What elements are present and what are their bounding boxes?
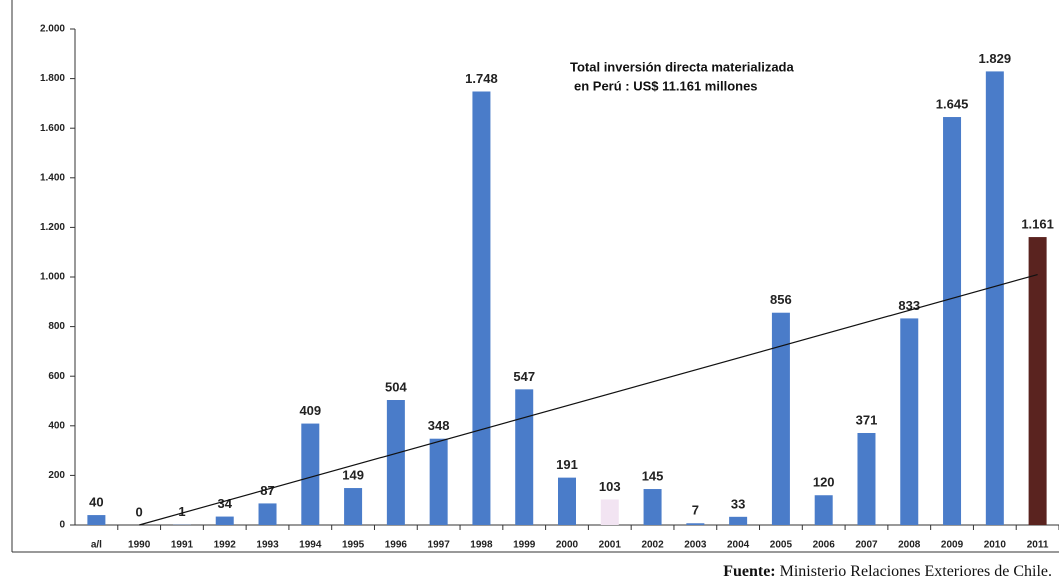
value-label: 371 [856, 412, 878, 427]
x-tick-label: 2008 [898, 540, 921, 551]
value-label: 1.645 [936, 96, 969, 111]
bar [857, 432, 876, 525]
bar [215, 516, 234, 525]
bar [729, 516, 748, 525]
value-label: 1.829 [979, 51, 1012, 66]
source: Fuente: Ministerio Relaciones Exteriores… [723, 563, 1052, 580]
x-tick-label: 1991 [171, 540, 194, 551]
value-label: 149 [342, 467, 364, 482]
trend-line [139, 273, 1038, 526]
y-tick-label: 1.600 [40, 123, 65, 134]
x-tick-label: 2003 [684, 540, 707, 551]
y-tick-label: 600 [48, 371, 65, 382]
bar [558, 477, 576, 525]
value-label: 40 [89, 495, 103, 510]
x-tick-label: 2004 [727, 540, 750, 551]
value-label: 191 [556, 457, 578, 472]
y-tick-label: 200 [48, 470, 65, 481]
y-tick-label: 800 [48, 321, 65, 332]
x-tick-label: 2011 [1027, 540, 1049, 551]
value-label: 409 [299, 403, 321, 418]
value-label: 504 [385, 379, 407, 394]
x-tick-label: 1993 [256, 540, 279, 551]
bar [301, 423, 320, 525]
bar [814, 495, 833, 525]
value-label: 0 [136, 504, 143, 519]
bar [386, 400, 405, 525]
bar [515, 389, 534, 525]
annotation: Total inversión directa materializada [570, 59, 794, 74]
bar [344, 488, 363, 525]
bar [686, 523, 705, 525]
x-tick-label: 2005 [770, 540, 793, 551]
x-tick-label: 2009 [941, 540, 964, 551]
y-tick-label: 1.400 [40, 172, 65, 183]
value-label: 120 [813, 475, 835, 490]
x-tick-label: 1998 [470, 540, 493, 551]
value-label: 33 [731, 496, 745, 511]
x-tick-label: 2000 [556, 540, 579, 551]
bar [600, 499, 619, 525]
x-tick-label: 2010 [984, 540, 1007, 551]
bar [900, 318, 919, 525]
source-text: Ministerio Relaciones Exteriores de Chil… [780, 563, 1052, 580]
y-tick-label: 1.800 [40, 73, 65, 84]
bar [943, 117, 962, 525]
value-label: 103 [599, 479, 621, 494]
value-label: 7 [692, 503, 699, 518]
bar [87, 515, 106, 525]
x-tick-label: 2006 [813, 540, 836, 551]
bar [643, 489, 662, 525]
bar [985, 71, 1004, 526]
value-label: 34 [218, 496, 233, 511]
bar [429, 438, 448, 525]
x-tick-label: a/l [91, 540, 102, 551]
x-tick-label: 1992 [214, 540, 237, 551]
annotation: en Perú : US$ 11.161 millones [574, 78, 758, 93]
x-tick-label: 1999 [513, 540, 536, 551]
x-tick-label: 1996 [385, 540, 408, 551]
y-tick-label: 400 [48, 420, 65, 431]
x-tick-label: 2001 [599, 540, 622, 551]
bar [771, 312, 790, 525]
value-label: 145 [642, 468, 664, 483]
x-tick-label: 2007 [855, 540, 878, 551]
y-tick-label: 1.000 [40, 272, 65, 283]
bar [472, 91, 491, 525]
y-tick-label: 2.000 [40, 24, 65, 35]
source-label: Fuente: [723, 563, 775, 580]
x-tick-label: 1997 [428, 540, 451, 551]
x-tick-label: 1995 [342, 540, 365, 551]
value-label: 856 [770, 292, 792, 307]
value-label: 348 [428, 418, 450, 433]
x-tick-label: 2002 [641, 540, 664, 551]
value-label: 87 [260, 483, 274, 498]
value-label: 547 [513, 369, 535, 384]
value-label: 1.748 [465, 71, 498, 86]
y-tick-label: 0 [59, 520, 65, 531]
value-label: 1 [178, 504, 185, 519]
y-tick-label: 1.200 [40, 222, 65, 233]
bar [1028, 237, 1047, 525]
value-label: 1.161 [1021, 217, 1054, 232]
x-tick-label: 1994 [299, 540, 322, 551]
x-tick-label: 1990 [128, 540, 151, 551]
bar [258, 503, 277, 525]
